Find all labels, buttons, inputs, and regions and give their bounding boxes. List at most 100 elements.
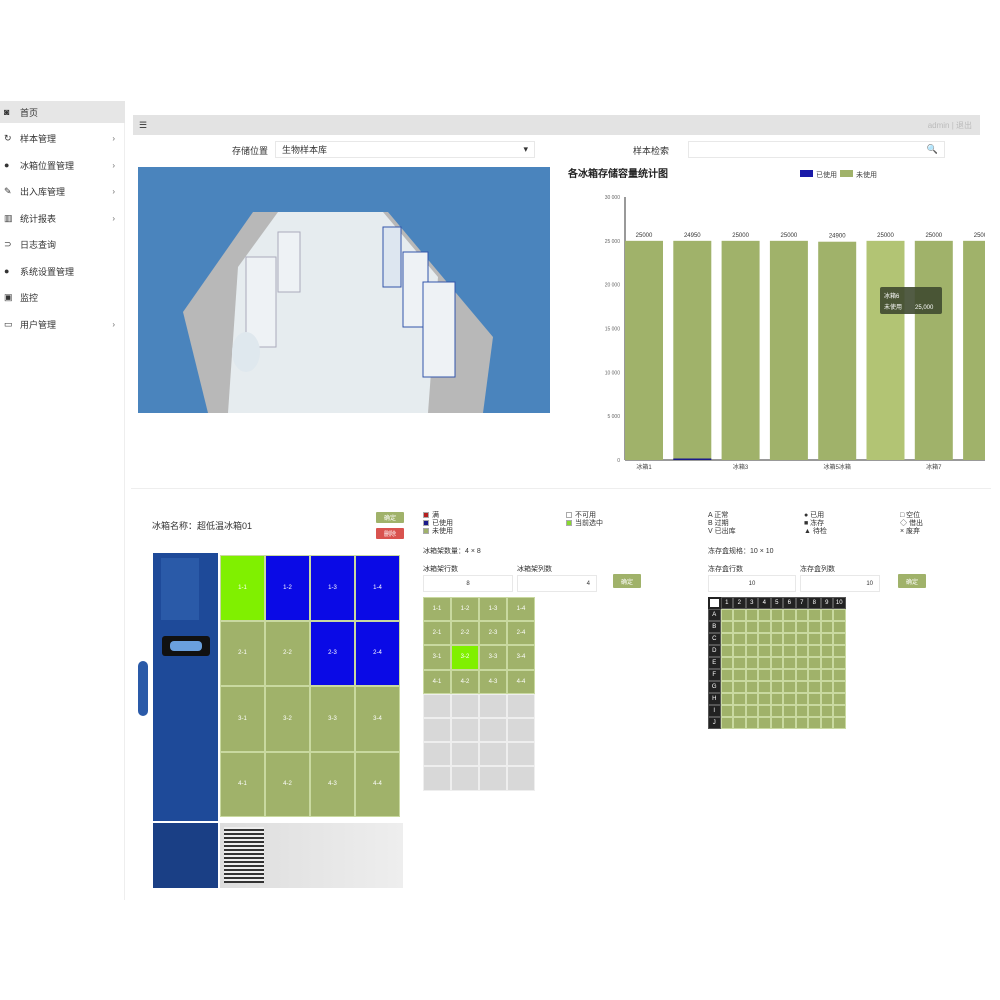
rack-cell[interactable]: 4-4: [507, 669, 535, 694]
rack-cell[interactable]: 3-1: [423, 645, 451, 670]
box-slot[interactable]: [795, 657, 808, 669]
box-slot[interactable]: [733, 621, 746, 633]
box-slot[interactable]: [770, 681, 783, 693]
freezer-shelf-cell[interactable]: 2-3: [310, 620, 355, 686]
box-slot[interactable]: [758, 717, 771, 729]
menu-toggle-icon[interactable]: ☰: [139, 119, 148, 130]
box-slot[interactable]: [758, 645, 771, 657]
box-slot[interactable]: [795, 609, 808, 621]
box-slot[interactable]: [783, 657, 796, 669]
rack-cell[interactable]: [507, 718, 535, 743]
box-slot[interactable]: [733, 681, 746, 693]
box-slot[interactable]: [783, 609, 796, 621]
rack-cell[interactable]: 1-4: [507, 597, 535, 622]
box-slot[interactable]: [833, 693, 846, 705]
box-slot[interactable]: [770, 705, 783, 717]
sidebar-item-7[interactable]: ▣ 监控: [0, 287, 125, 309]
box-slot[interactable]: [733, 717, 746, 729]
sidebar-item-0[interactable]: ◙ 首页: [0, 101, 125, 123]
box-slot[interactable]: [808, 681, 821, 693]
box-slot[interactable]: [795, 621, 808, 633]
search-icon[interactable]: 🔍: [926, 144, 938, 154]
user-menu[interactable]: admin | 退出: [927, 120, 972, 130]
box-slot[interactable]: [820, 669, 833, 681]
box-slot[interactable]: [720, 693, 733, 705]
sidebar-item-5[interactable]: ⊃ 日志查询: [0, 234, 125, 256]
rack-cell[interactable]: [479, 718, 507, 743]
freezer-shelf-cell[interactable]: 1-3: [310, 555, 355, 621]
box-slot[interactable]: [820, 681, 833, 693]
box-slot[interactable]: [770, 645, 783, 657]
bar-unused[interactable]: [866, 240, 905, 460]
freezer-shelf-cell[interactable]: 4-4: [355, 751, 400, 817]
rack-cell[interactable]: 4-1: [423, 669, 451, 694]
box-slot[interactable]: [758, 621, 771, 633]
box-slot[interactable]: [745, 669, 758, 681]
box-slot[interactable]: [808, 693, 821, 705]
box-slot[interactable]: [720, 657, 733, 669]
rack-cell[interactable]: 3-2: [451, 645, 479, 670]
box-slot[interactable]: [833, 621, 846, 633]
rack-cell[interactable]: [479, 766, 507, 791]
box-slot[interactable]: [783, 681, 796, 693]
rack-confirm-button[interactable]: 确定: [613, 574, 641, 588]
box-slot[interactable]: [833, 633, 846, 645]
box-slot[interactable]: [733, 633, 746, 645]
legend-label[interactable]: 已使用: [816, 170, 837, 179]
box-slot[interactable]: [795, 693, 808, 705]
box-slot[interactable]: [808, 609, 821, 621]
box-slot[interactable]: [808, 645, 821, 657]
sidebar-item-3[interactable]: ✎ 出入库管理 ›: [0, 181, 125, 203]
box-slot[interactable]: [833, 609, 846, 621]
box-slot[interactable]: [820, 657, 833, 669]
bar-unused[interactable]: [963, 240, 1000, 460]
box-slot[interactable]: [770, 609, 783, 621]
box-slot[interactable]: [795, 705, 808, 717]
box-slot[interactable]: [783, 705, 796, 717]
legend-swatch[interactable]: [800, 170, 813, 177]
rack-rows-input[interactable]: 8: [423, 575, 513, 592]
rack-cell[interactable]: [423, 766, 451, 791]
freezer-shelf-cell[interactable]: 2-1: [220, 620, 265, 686]
box-slot[interactable]: [758, 669, 771, 681]
bar-unused[interactable]: [721, 240, 760, 460]
box-slot[interactable]: [733, 657, 746, 669]
box-slot[interactable]: [758, 705, 771, 717]
legend-label[interactable]: 未使用: [856, 170, 877, 179]
rack-cell[interactable]: [451, 718, 479, 743]
box-slot[interactable]: [745, 609, 758, 621]
box-slot[interactable]: [820, 717, 833, 729]
sidebar-item-6[interactable]: ● 系统设置管理: [0, 260, 125, 282]
box-slot[interactable]: [820, 705, 833, 717]
bar-unused[interactable]: [769, 240, 808, 460]
box-slot[interactable]: [808, 705, 821, 717]
box-slot[interactable]: [833, 717, 846, 729]
box-slot[interactable]: [795, 717, 808, 729]
bar-unused[interactable]: [914, 240, 953, 460]
rack-cell[interactable]: [423, 693, 451, 718]
box-slot[interactable]: [770, 621, 783, 633]
rack-cell[interactable]: 3-3: [479, 645, 507, 670]
box-slot[interactable]: [795, 645, 808, 657]
sidebar-item-8[interactable]: ▭ 用户管理 ›: [0, 313, 125, 335]
box-slot[interactable]: [795, 633, 808, 645]
box-slot[interactable]: [733, 669, 746, 681]
box-slot[interactable]: [745, 645, 758, 657]
rack-cell[interactable]: 2-4: [507, 621, 535, 646]
box-slot[interactable]: [720, 717, 733, 729]
rack-cell[interactable]: 1-3: [479, 597, 507, 622]
box-slot[interactable]: [745, 705, 758, 717]
sidebar-item-4[interactable]: ▥ 统计报表 ›: [0, 207, 125, 229]
box-rows-input[interactable]: 10: [708, 575, 796, 592]
box-slot[interactable]: [820, 621, 833, 633]
rack-cell[interactable]: 3-4: [507, 645, 535, 670]
box-slot[interactable]: [720, 681, 733, 693]
rack-cell[interactable]: [479, 742, 507, 767]
rack-cell[interactable]: 2-2: [451, 621, 479, 646]
box-slot[interactable]: [758, 633, 771, 645]
rack-cell[interactable]: [451, 742, 479, 767]
box-slot[interactable]: [833, 657, 846, 669]
freezer-shelf-cell[interactable]: 1-4: [355, 555, 400, 621]
box-slot[interactable]: [758, 693, 771, 705]
sidebar-item-1[interactable]: ↻ 样本管理 ›: [0, 128, 125, 150]
